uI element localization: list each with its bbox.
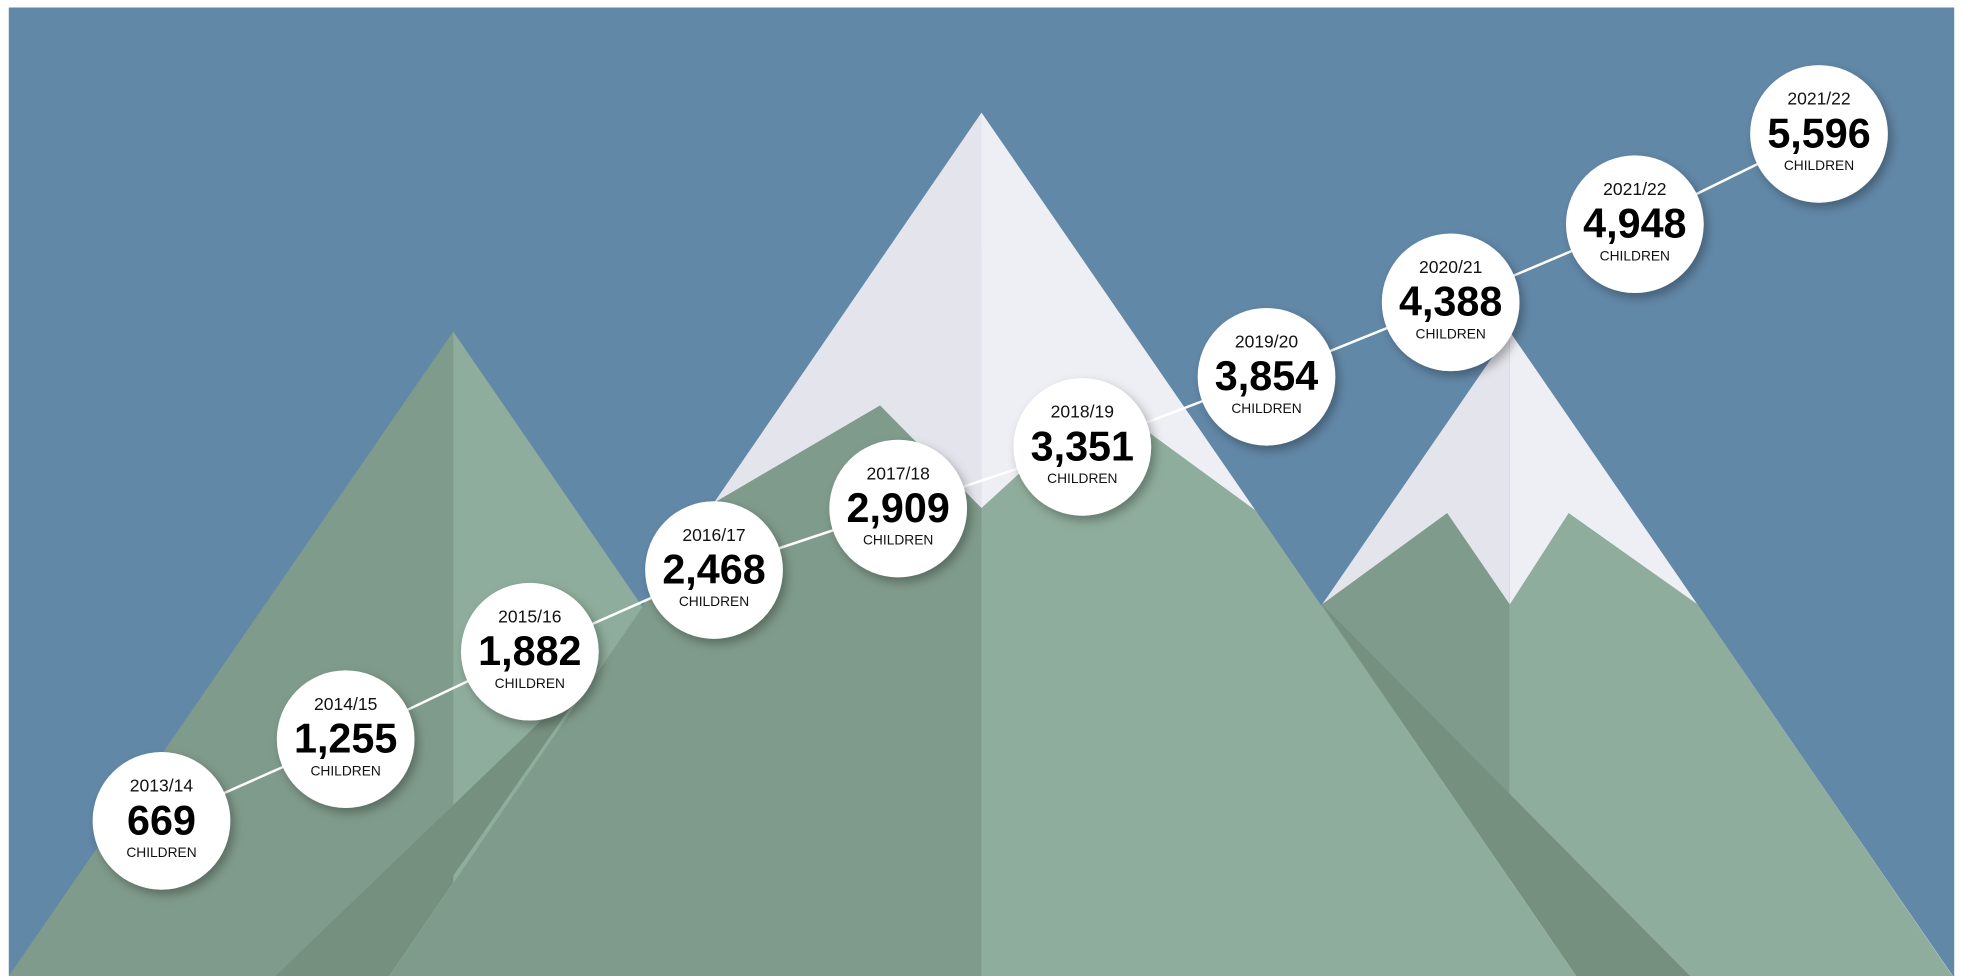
marker xyxy=(1381,233,1520,372)
value-label: 2,468 xyxy=(662,546,765,592)
value-label: 4,948 xyxy=(1583,201,1686,247)
category-label: 2020/21 xyxy=(1419,257,1482,277)
unit-label: CHILDREN xyxy=(1784,158,1854,173)
value-label: 3,351 xyxy=(1031,423,1134,469)
unit-label: CHILDREN xyxy=(126,845,196,860)
unit-label: CHILDREN xyxy=(311,763,381,778)
category-label: 2015/16 xyxy=(498,607,561,627)
marker xyxy=(1750,65,1888,203)
value-label: 669 xyxy=(127,797,196,843)
marker xyxy=(1565,155,1704,294)
value-label: 1,882 xyxy=(478,628,581,674)
scene: 2013/14669CHILDREN2014/151,255CHILDREN20… xyxy=(8,7,1955,976)
unit-label: CHILDREN xyxy=(1231,401,1301,416)
value-label: 2,909 xyxy=(846,485,949,531)
unit-label: CHILDREN xyxy=(863,533,933,548)
plot: 2013/14669CHILDREN2014/151,255CHILDREN20… xyxy=(92,65,1888,890)
marker xyxy=(92,752,231,890)
marker xyxy=(645,501,783,639)
marker xyxy=(276,670,415,808)
category-label: 2019/20 xyxy=(1235,332,1299,352)
unit-label: CHILDREN xyxy=(1416,326,1486,341)
category-label: 2017/18 xyxy=(866,463,929,483)
marker xyxy=(1197,307,1336,446)
slope xyxy=(1509,513,1953,976)
category-label: 2018/19 xyxy=(1051,402,1114,422)
slope xyxy=(389,405,982,976)
marker xyxy=(1013,378,1152,516)
category-label: 2016/17 xyxy=(682,525,745,545)
category-label: 2013/14 xyxy=(130,776,194,796)
slope xyxy=(981,397,1577,976)
marker xyxy=(829,439,968,578)
value-label: 1,255 xyxy=(294,716,397,762)
shadow xyxy=(275,663,601,976)
marker xyxy=(460,582,599,721)
category-label: 2021/22 xyxy=(1787,89,1850,109)
category-label: 2014/15 xyxy=(314,694,377,714)
unit-label: CHILDREN xyxy=(495,676,565,691)
value-label: 4,388 xyxy=(1399,279,1502,325)
value-label: 3,854 xyxy=(1215,353,1318,399)
unit-label: CHILDREN xyxy=(1047,471,1117,486)
trend-line xyxy=(160,132,1820,822)
category-label: 2021/22 xyxy=(1603,179,1666,199)
unit-label: CHILDREN xyxy=(679,594,749,609)
unit-label: CHILDREN xyxy=(1600,248,1670,263)
value-label: 5,596 xyxy=(1767,110,1870,156)
